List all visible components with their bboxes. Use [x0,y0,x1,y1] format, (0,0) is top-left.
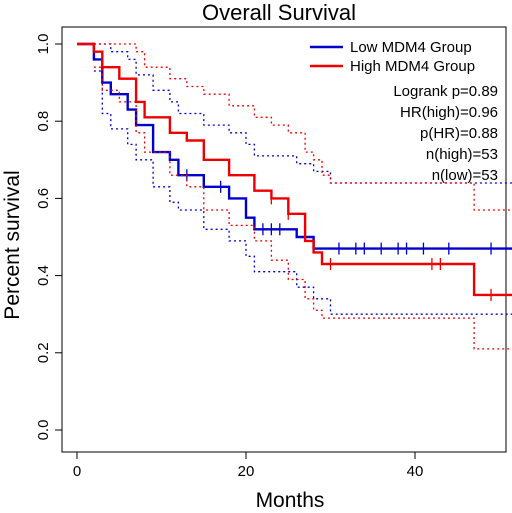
ci-lower-high [93,66,512,350]
series-layer [77,42,512,350]
legend-label-high: High MDM4 Group [350,58,475,75]
y-tick-label: 0.8 [35,111,52,132]
y-tick-label: 0.6 [35,188,52,209]
stat-p-hr: p(HR)=0.88 [420,125,498,142]
legend-label-low: Low MDM4 Group [350,39,472,56]
y-tick-label: 0.2 [35,342,52,363]
plot-frame [61,26,507,453]
series-high [77,42,512,350]
ci-upper-low [93,43,512,184]
x-axis: 020406080 [73,452,424,480]
y-axis: 0.0 0.2 0.4 0.6 0.8 1.0 [35,34,62,441]
legend: Low MDM4 Group High MDM4 Group [310,39,475,75]
stat-logrank: Logrank p=0.89 [393,83,498,100]
survival-line-high [77,42,512,297]
x-tick-label: 20 [238,463,255,480]
stat-n-low: n(low)=53 [432,167,498,184]
x-tick-label: 40 [407,463,424,480]
x-axis-label: Months [256,489,325,512]
y-axis-label: Percent survival [1,170,24,319]
chart-title: Overall Survival [202,0,356,25]
ci-lower-low [93,70,512,315]
y-tick-label: 1.0 [35,34,52,55]
y-tick-label: 0.0 [35,420,52,441]
survival-line-low [77,42,512,250]
stats-block: Logrank p=0.89 HR(high)=0.96 p(HR)=0.88 … [393,83,498,184]
stat-hr: HR(high)=0.96 [400,104,498,121]
y-tick-label: 0.4 [35,265,52,286]
x-tick-label: 0 [73,463,81,480]
stat-n-high: n(high)=53 [426,146,498,163]
